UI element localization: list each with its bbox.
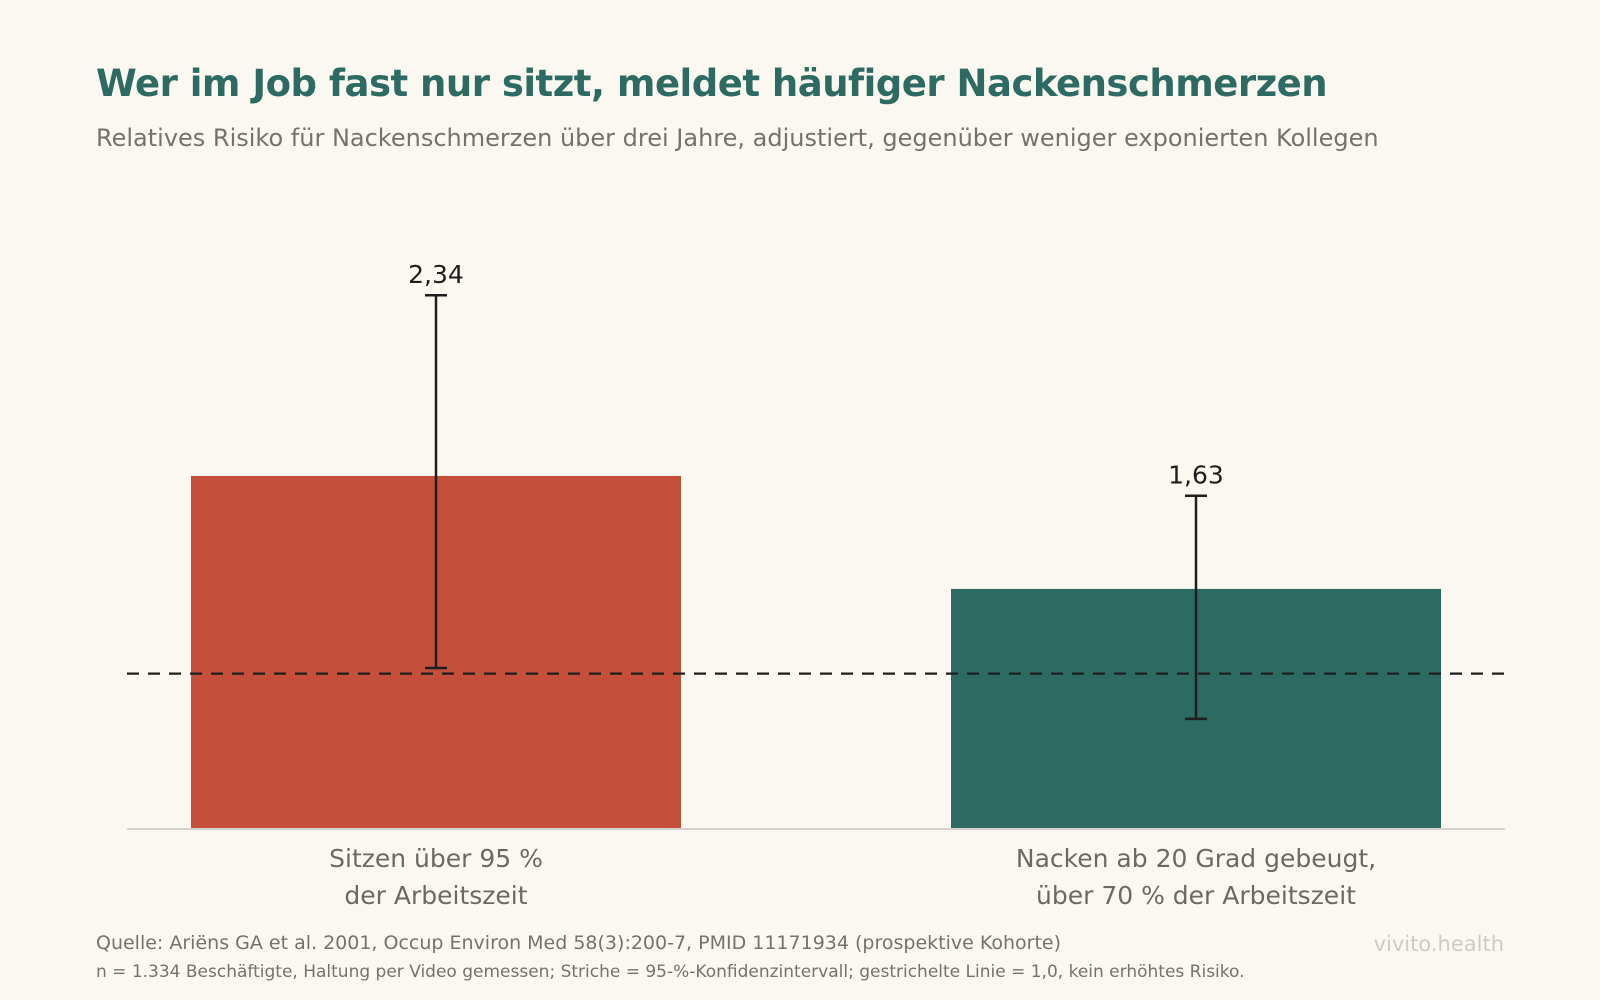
bar-chart: 2,34 1,63	[127, 260, 1505, 830]
category-label-line: über 70 % der Arbeitszeit	[1036, 881, 1356, 910]
brand-logo[interactable]: vivito.health	[1373, 932, 1504, 956]
category-label-line: Nacken ab 20 Grad gebeugt,	[1015, 844, 1377, 873]
category-label-2: Nacken ab 20 Grad gebeugt, über 70 % der …	[936, 840, 1456, 914]
ci-upper-label-2: 1,63	[1168, 461, 1224, 490]
category-label-line: der Arbeitszeit	[344, 881, 528, 910]
chart-subtitle: Relatives Risiko für Nackenschmerzen übe…	[96, 124, 1379, 152]
chart-title: Wer im Job fast nur sitzt, meldet häufig…	[96, 62, 1328, 105]
ci-upper-label-1: 2,34	[408, 260, 464, 289]
note-text: n = 1.334 Beschäftigte, Haltung per Vide…	[96, 962, 1245, 982]
source-text: Quelle: Ariëns GA et al. 2001, Occup Env…	[96, 932, 1062, 954]
category-label-1: Sitzen über 95 % der Arbeitszeit	[176, 840, 696, 914]
category-label-line: Sitzen über 95 %	[329, 844, 543, 873]
